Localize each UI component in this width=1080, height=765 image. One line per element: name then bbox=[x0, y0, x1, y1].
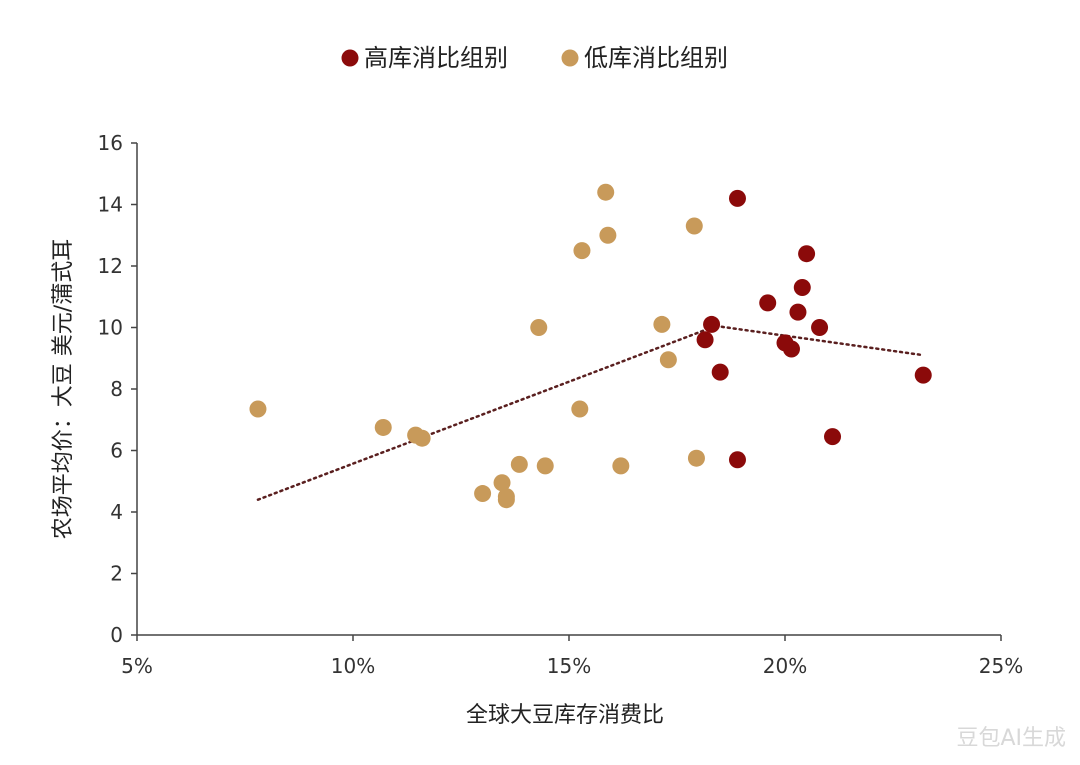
data-points bbox=[249, 183, 932, 509]
data-point-low bbox=[685, 217, 703, 235]
data-point-low bbox=[536, 457, 554, 475]
legend: 高库消比组别 低库消比组别 bbox=[341, 44, 728, 72]
x-tick-label: 10% bbox=[331, 654, 375, 678]
x-tick-label: 20% bbox=[763, 654, 807, 678]
legend-item: 低库消比组别 bbox=[561, 44, 728, 72]
x-tick-label: 5% bbox=[121, 654, 153, 678]
data-point-low bbox=[599, 226, 617, 244]
x-tick-label: 15% bbox=[547, 654, 591, 678]
y-tick-label: 6 bbox=[110, 439, 123, 463]
legend-label: 高库消比组别 bbox=[364, 44, 508, 72]
data-point-low bbox=[249, 400, 267, 418]
y-tick-label: 2 bbox=[110, 562, 123, 586]
y-tick-label: 0 bbox=[110, 623, 123, 647]
x-tick-label: 25% bbox=[979, 654, 1023, 678]
data-point-high bbox=[782, 340, 800, 358]
data-point-high bbox=[703, 315, 721, 333]
x-ticks: 5% 10% 15% 20% 25% bbox=[121, 635, 1023, 678]
data-point-low bbox=[612, 457, 630, 475]
y-tick-label: 14 bbox=[98, 193, 123, 217]
data-point-low bbox=[413, 429, 431, 447]
data-point-high bbox=[824, 428, 842, 446]
legend-item: 高库消比组别 bbox=[341, 44, 508, 72]
legend-marker bbox=[561, 49, 579, 67]
y-tick-label: 10 bbox=[98, 316, 123, 340]
data-point-low bbox=[374, 418, 392, 436]
y-ticks: 0 2 4 6 8 10 12 14 16 bbox=[98, 131, 137, 647]
data-point-high bbox=[759, 294, 777, 312]
data-point-low bbox=[474, 485, 492, 503]
y-tick-label: 16 bbox=[98, 131, 123, 155]
axes: 0 2 4 6 8 10 12 14 16 5% 10% 15% 20% 25% bbox=[98, 131, 1024, 678]
legend-label: 低库消比组别 bbox=[584, 44, 728, 72]
y-tick-label: 12 bbox=[98, 254, 123, 278]
data-point-low bbox=[571, 400, 589, 418]
data-point-high bbox=[798, 245, 816, 263]
data-point-high bbox=[793, 279, 811, 297]
trendlines bbox=[256, 324, 925, 501]
watermark: 豆包AI生成 bbox=[956, 726, 1066, 751]
data-point-high bbox=[696, 331, 714, 349]
data-point-low bbox=[659, 351, 677, 369]
data-point-low bbox=[687, 449, 705, 467]
data-point-high bbox=[728, 189, 746, 207]
y-axis-title: 农场平均价：大豆 美元/蒲式耳 bbox=[51, 239, 76, 539]
data-point-low bbox=[493, 474, 511, 492]
data-point-high bbox=[811, 319, 829, 336]
data-point-low bbox=[573, 242, 591, 260]
data-point-low bbox=[530, 319, 548, 336]
data-point-high bbox=[789, 303, 807, 321]
data-point-low bbox=[510, 455, 528, 473]
data-point-high bbox=[728, 451, 746, 469]
legend-marker bbox=[341, 49, 359, 67]
data-point-high bbox=[914, 366, 932, 384]
data-point-low bbox=[653, 315, 671, 333]
y-tick-label: 4 bbox=[110, 500, 123, 524]
trendline bbox=[256, 324, 718, 501]
y-tick-label: 8 bbox=[110, 377, 123, 401]
x-axis-title: 全球大豆库存消费比 bbox=[466, 703, 664, 728]
data-point-low bbox=[597, 183, 615, 201]
data-point-low bbox=[497, 491, 515, 509]
data-point-high bbox=[711, 363, 729, 381]
trendline bbox=[714, 324, 925, 357]
